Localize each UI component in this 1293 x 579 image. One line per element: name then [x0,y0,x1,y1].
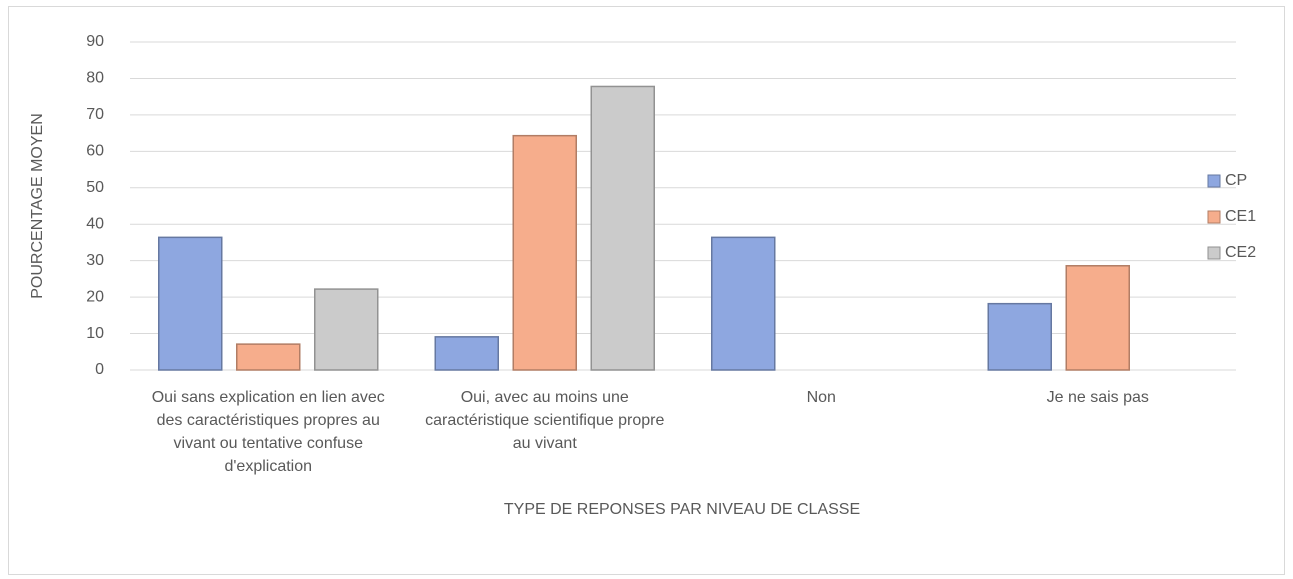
y-tick-label: 60 [86,143,104,160]
legend-swatch [1207,174,1221,188]
legend-label: CP [1225,172,1247,189]
legend-swatch [1207,246,1221,260]
legend-label: CE2 [1225,244,1256,261]
bar [590,85,655,371]
chart-frame [8,6,1285,575]
bar [512,134,577,371]
y-tick-label: 40 [86,215,104,232]
x-axis-title: TYPE DE REPONSES PAR NIVEAU DE CLASSE [504,501,860,518]
y-tick-label: 70 [86,106,104,123]
bar [1065,265,1130,371]
x-tick-label: Non [806,389,836,406]
y-tick-label: 50 [86,179,104,196]
bar [158,236,223,371]
y-tick-label: 10 [86,325,104,342]
y-tick-label: 0 [95,361,104,378]
y-tick-label: 20 [86,288,104,305]
bar [236,343,301,371]
bar [987,302,1052,371]
y-tick-label: 30 [86,252,104,269]
bar [711,236,776,371]
x-tick-label: Oui, avec au moins une caractéristique s… [425,389,665,452]
bar [314,288,379,371]
x-tick-label: Je ne sais pas [1046,389,1149,406]
legend-swatch [1207,210,1221,224]
y-axis-title: POURCENTAGE MOYEN [29,113,46,299]
legend-label: CE1 [1225,208,1256,225]
x-tick-label: Oui sans explication en lien avec des ca… [151,389,385,475]
y-tick-label: 80 [86,70,104,87]
bar [434,336,499,371]
y-tick-label: 90 [86,33,104,50]
